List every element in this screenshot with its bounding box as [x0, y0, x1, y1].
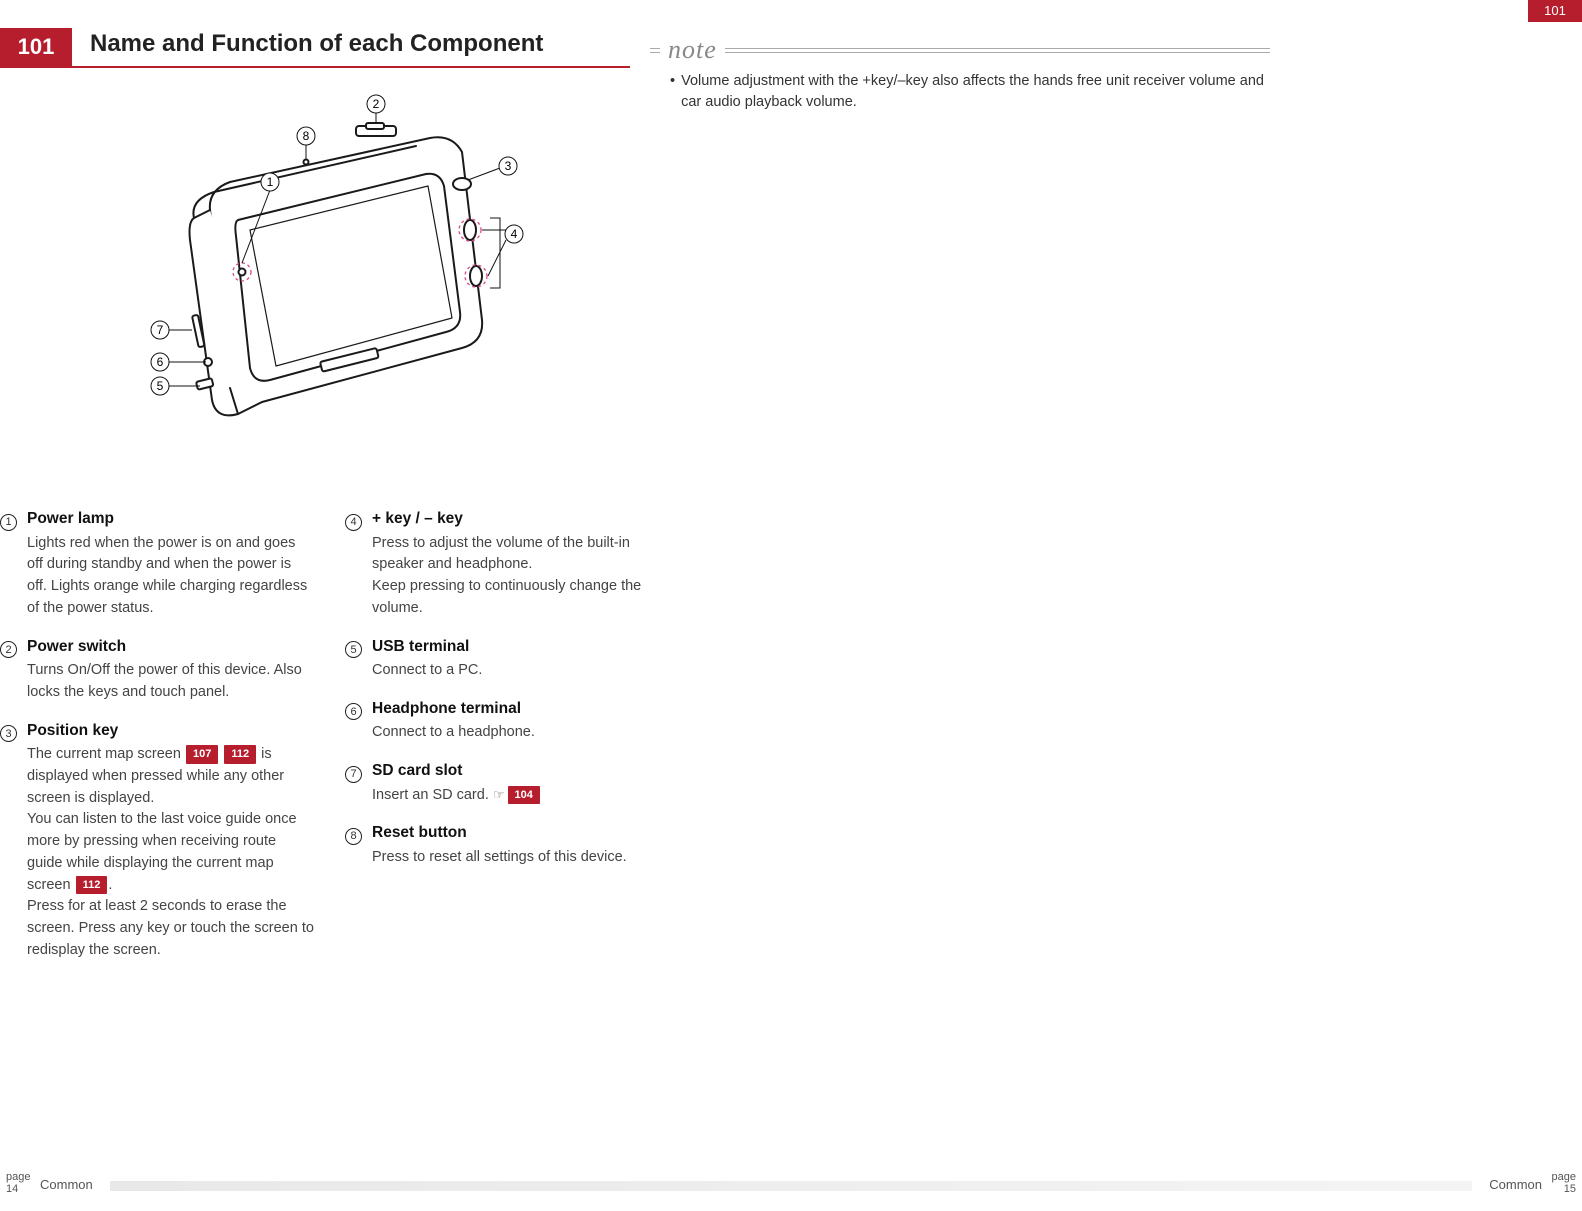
svg-text:3: 3 [505, 159, 512, 173]
callout-4: 4 [505, 225, 523, 243]
component-item: 6 Headphone terminal Connect to a headphon… [345, 700, 660, 744]
item-number-circle: 4 [345, 514, 362, 531]
component-item: 8 Reset button Press to reset all settings… [345, 824, 660, 868]
callout-3: 3 [499, 157, 517, 175]
item-title: Headphone terminal [372, 700, 521, 718]
device-diagram: 1 2 8 3 4 7 6 5 [130, 90, 550, 490]
page-ref: 107 [186, 745, 218, 764]
item-title: SD card slot [372, 762, 462, 780]
item-title: + key / – key [372, 510, 463, 528]
item-title: Power switch [27, 638, 126, 656]
svg-text:8: 8 [303, 129, 310, 143]
page-ref: 104 [508, 786, 540, 805]
note-block: note • Volume adjustment with the +key/–… [650, 35, 1270, 113]
item-body: Lights red when the power is on and goes… [27, 533, 315, 620]
item-body: Press to adjust the volume of the built-… [372, 533, 660, 620]
item-number-circle: 6 [345, 703, 362, 720]
component-item: 5 USB terminal Connect to a PC. [345, 638, 660, 682]
item-number-circle: 3 [0, 725, 17, 742]
item-number-circle: 5 [345, 641, 362, 658]
item-title: Position key [27, 722, 118, 740]
callout-6: 6 [151, 353, 169, 371]
item-body: Press to reset all settings of this devi… [372, 847, 660, 869]
item-title: Power lamp [27, 510, 114, 528]
svg-text:6: 6 [157, 355, 164, 369]
corner-page-badge: 101 [1528, 0, 1582, 22]
page-title: Name and Function of each Component [90, 30, 543, 58]
component-item: 3 Position key The current map screen 107 … [0, 722, 315, 962]
svg-text:4: 4 [511, 227, 518, 241]
hand-icon: ☞ [493, 787, 505, 802]
item-body: Turns On/Off the power of this device. A… [27, 660, 315, 704]
component-item: 2 Power switch Turns On/Off the power of t… [0, 638, 315, 704]
callout-5: 5 [151, 377, 169, 395]
svg-text:2: 2 [373, 97, 380, 111]
svg-text:5: 5 [157, 379, 164, 393]
bullet-dot: • [670, 71, 675, 113]
footer-page-left: page14 [6, 1171, 30, 1195]
footer-bar [110, 1181, 1472, 1191]
item-body: Insert an SD card. ☞104 [372, 785, 660, 807]
note-rule-left [650, 48, 660, 53]
note-text: Volume adjustment with the +key/–key als… [681, 71, 1270, 113]
callout-7: 7 [151, 321, 169, 339]
component-item: 4 + key / – key Press to adjust the volume… [345, 510, 660, 620]
column-2: 4 + key / – key Press to adjust the volume… [345, 510, 660, 980]
note-label: note [668, 35, 717, 65]
item-body: Connect to a headphone. [372, 722, 660, 744]
item-title: Reset button [372, 824, 467, 842]
item-title: USB terminal [372, 638, 469, 656]
item-body: Connect to a PC. [372, 660, 660, 682]
section-number-badge: 101 [0, 28, 72, 66]
callout-2: 2 [367, 95, 385, 113]
footer-section-right: Common [1489, 1177, 1542, 1192]
item-body: The current map screen 107 112 is displa… [27, 744, 315, 962]
svg-text:1: 1 [267, 175, 274, 189]
footer-page-right: page15 [1552, 1171, 1576, 1195]
component-item: 1 Power lamp Lights red when the power is … [0, 510, 315, 620]
component-item: 7 SD card slot Insert an SD card. ☞104 [345, 762, 660, 806]
page-ref: 112 [224, 745, 256, 764]
item-number-circle: 8 [345, 828, 362, 845]
column-1: 1 Power lamp Lights red when the power is … [0, 510, 315, 980]
title-rule [0, 66, 630, 68]
item-number-circle: 2 [0, 641, 17, 658]
callout-1: 1 [261, 173, 279, 191]
footer: page14 Common Common page15 [0, 1171, 1582, 1199]
item-number-circle: 1 [0, 514, 17, 531]
footer-section-left: Common [40, 1177, 93, 1192]
callout-8: 8 [297, 127, 315, 145]
svg-text:7: 7 [157, 323, 164, 337]
item-number-circle: 7 [345, 766, 362, 783]
note-rule-right [725, 48, 1270, 53]
page-ref: 112 [76, 876, 108, 895]
